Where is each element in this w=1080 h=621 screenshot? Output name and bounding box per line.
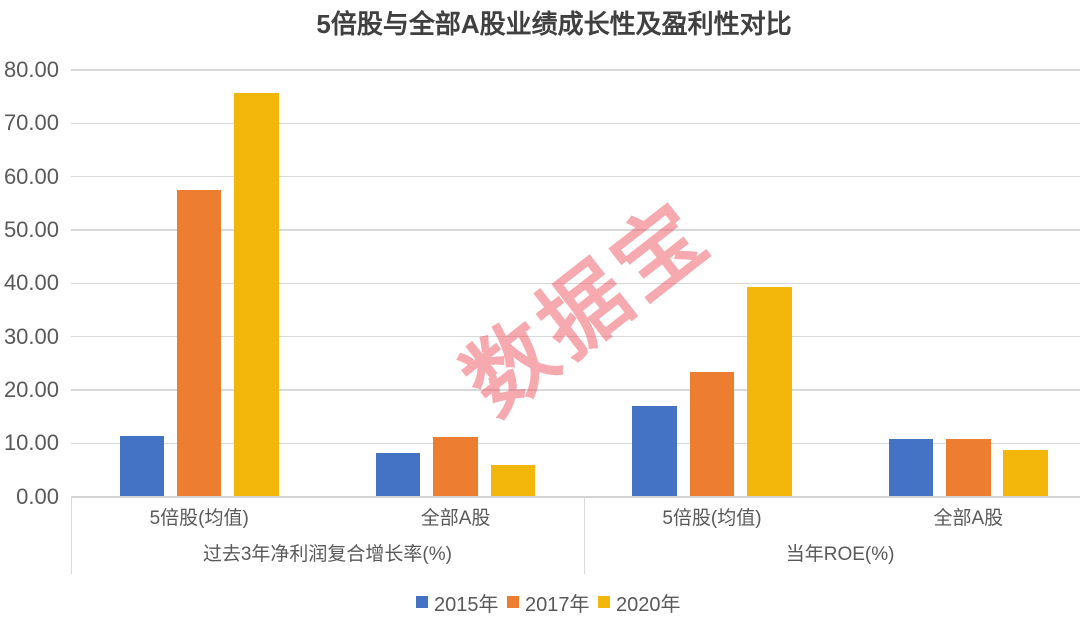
y-axis-label-70: 70.00 [3,110,59,136]
legend-swatch-2015 [415,596,428,608]
chart-title: 5倍股与全部A股业绩成长性及盈利性对比 [316,9,792,39]
y-axis-label-80: 80.00 [3,57,59,83]
category-label-2: 5倍股(均值) [662,508,762,529]
legend: 2015年 2017年 2020年 [0,591,1080,616]
group-label-1: 当年ROE(%) [785,544,895,565]
gridline-60 [71,176,1080,178]
bar-2015年-全部A股-3 [888,438,934,497]
category-divider-1 [583,496,586,574]
y-axis-label-0: 0.00 [16,483,59,509]
y-axis-label-50: 50.00 [3,217,59,243]
bar-2020年-5倍股(均值)-0 [234,92,279,497]
bar-2020年-全部A股-1 [490,465,536,497]
gridline-50 [71,229,1080,231]
group-label-0: 过去3年净利润复合增长率(%) [202,544,452,565]
legend-swatch-2017 [506,596,519,608]
category-divider-0 [71,496,73,574]
bar-2017年-全部A股-3 [946,439,991,497]
y-axis-label-10: 10.00 [3,430,59,456]
y-axis-label-20: 20.00 [3,376,59,402]
x-axis-line [71,496,1080,498]
bar-2020年-5倍股(均值)-2 [747,286,792,497]
gridline-10 [71,442,1080,444]
bar-2017年-5倍股(均值)-2 [689,372,735,497]
bar-2017年-5倍股(均值)-0 [176,189,222,497]
y-axis-label-30: 30.00 [3,323,59,349]
category-label-1: 全部A股 [420,508,491,529]
gridline-40 [71,282,1080,285]
bar-2015年-全部A股-1 [375,453,421,497]
legend-label-2020: 2020年 [616,593,681,616]
legend-item-2020: 2020年 [597,588,681,617]
legend-swatch-2020 [597,596,610,608]
gridline-80 [71,69,1080,71]
y-axis-label-40: 40.00 [3,270,59,296]
gridline-20 [71,389,1080,391]
y-axis-label-60: 60.00 [3,163,59,189]
bar-2020年-全部A股-3 [1003,449,1048,497]
gridline-30 [71,335,1080,338]
legend-item-2015: 2015年 [415,588,499,617]
legend-label-2017: 2017年 [525,593,590,616]
bar-2017年-全部A股-1 [433,436,478,497]
watermark-text: 数据宝 [446,182,729,433]
bar-2015年-5倍股(均值)-0 [119,435,165,497]
bar-2015年-5倍股(均值)-2 [632,406,677,497]
category-label-3: 全部A股 [933,508,1004,529]
category-label-0: 5倍股(均值) [149,508,249,529]
gridline-70 [71,122,1080,125]
legend-item-2017: 2017年 [506,588,590,617]
legend-label-2015: 2015年 [434,593,499,616]
